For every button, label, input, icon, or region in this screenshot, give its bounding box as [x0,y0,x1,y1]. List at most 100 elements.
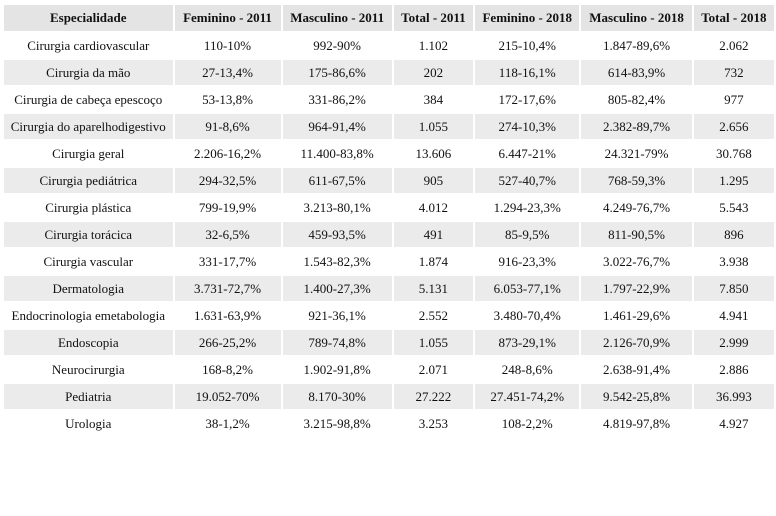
table-cell: 118-16,1% [475,60,580,85]
table-cell: Cirurgia de cabeça epescoço [14,91,163,107]
table-cell: 1.797-22,9% [581,276,692,301]
table-row: Neurocirurgia 168-8,2% 1.902-91,8% 2.071 248… [4,357,774,382]
table-cell: 13.606 [415,145,452,161]
header-cell: Total - 2011 [393,5,474,31]
table-cell: 172-17,6% [498,91,556,107]
table-cell: 491 [393,222,474,247]
table-cell: Cirurgia do aparelhodigestivo [4,114,173,139]
table-cell: 331-86,2% [308,91,366,107]
header-cell: Feminino - 2011 [174,5,281,31]
table-cell: 896 [693,222,774,247]
table-cell: Cirurgia pediátrica [4,168,173,193]
table-cell: 384 [423,91,444,107]
table-cell: Cirurgia vascular [43,253,134,269]
table-cell: 977 [724,91,744,107]
table-cell: Endoscopia [4,330,173,355]
table-cell: 27.451-74,2% [475,384,580,409]
table-cell: Endocrinologia emetabologia [11,307,165,323]
table-row: Cirurgia pediátrica 294-32,5% 611-67,5% 905… [4,168,774,193]
table-cell: 215-10,4% [498,37,556,53]
table-cell: 6.447-21% [498,145,556,161]
table-cell: 5.543 [719,199,749,215]
table-cell: 2.126-70,9% [581,330,692,355]
table-cell: Cirurgia geral [52,145,125,161]
table-row: Cirurgia torácica 32-6,5% 459-93,5% 491 85-9… [4,222,774,247]
table-cell: Cirurgia torácica [4,222,173,247]
table-row: Cirurgia vascular 331-17,7% 1.543-82,3% 1.8… [4,249,774,274]
table-cell: 27.222 [393,384,474,409]
table-cell: 789-74,8% [282,330,392,355]
table-cell: 2.382-89,7% [581,114,692,139]
table-cell: 1.400-27,3% [282,276,392,301]
table-cell: 4.012 [418,199,449,215]
table-row: Cirurgia cardiovascular 110-10% 992-90% 1.1… [4,33,774,58]
table-cell: 9.542-25,8% [581,384,692,409]
header-row: Especialidade Feminino - 2011 Masculino - … [4,5,774,31]
table-cell: 30.768 [715,145,752,161]
table-cell: Cirurgia plástica [45,199,132,215]
table-cell: 768-59,3% [581,168,692,193]
table-row: Urologia 38-1,2% 3.215-98,8% 3.253 108-2,2% 4… [4,411,774,436]
table-cell: 2.206-16,2% [193,145,262,161]
table-cell: 3.215-98,8% [303,415,371,431]
table-cell: 1.055 [393,114,474,139]
table-cell: 294-32,5% [174,168,281,193]
header-cell: Feminino - 2018 [475,5,580,31]
table-cell: 1.102 [418,37,449,53]
table-cell: 331-17,7% [198,253,257,269]
table-cell: 459-93,5% [282,222,392,247]
table-cell: 108-2,2% [501,415,553,431]
table-cell: 19.052-70% [174,384,281,409]
table-cell: 1.902-91,8% [303,361,371,377]
table-cell: 2.656 [693,114,774,139]
table-cell: 611-67,5% [282,168,392,193]
table-cell: 175-86,6% [282,60,392,85]
table-cell: 916-23,3% [498,253,556,269]
table-row: Cirurgia geral 2.206-16,2% 11.400-83,8% 13.… [4,141,774,166]
table-row: Cirurgia plástica 799-19,9% 3.213-80,1% 4.0… [4,195,774,220]
table-cell: 8.170-30% [282,384,392,409]
table-cell: 1.295 [693,168,774,193]
table-cell: 38-1,2% [205,415,250,431]
table-cell: 32-6,5% [174,222,281,247]
table-row: Pediatria 19.052-70% 8.170-30% 27.222 27.451… [4,384,774,409]
table-cell: 4.927 [719,415,749,431]
table-cell: 3.938 [719,253,749,269]
table-cell: 992-90% [313,37,361,53]
table-cell: 6.053-77,1% [475,276,580,301]
table-cell: 91-8,6% [174,114,281,139]
table-cell: 2.062 [719,37,749,53]
table-cell: 3.022-76,7% [602,253,671,269]
table-row: Cirurgia do aparelhodigestivo 91-8,6% 964-… [4,114,774,139]
table-cell: 24.321-79% [604,145,669,161]
table-cell: 202 [393,60,474,85]
table-cell: 1.461-29,6% [602,307,671,323]
table-cell: 614-83,9% [581,60,692,85]
table-cell: 905 [393,168,474,193]
table-cell: Urologia [65,415,112,431]
table-cell: 2.552 [418,307,449,323]
table-cell: 1.055 [393,330,474,355]
table-row: Cirurgia da mão 27-13,4% 175-86,6% 202 118-1… [4,60,774,85]
table-cell: 2.071 [418,361,449,377]
table-cell: 7.850 [693,276,774,301]
header-cell: Masculino - 2011 [282,5,392,31]
table-cell: 2.886 [719,361,749,377]
header-cell: Total - 2018 [693,5,774,31]
table-cell: 36.993 [693,384,774,409]
table-cell: 4.819-97,8% [602,415,671,431]
table-row: Dermatologia 3.731-72,7% 1.400-27,3% 5.131 6… [4,276,774,301]
table-cell: Pediatria [4,384,173,409]
table-cell: 2.638-91,4% [602,361,671,377]
table-cell: 921-36,1% [308,307,366,323]
table-cell: 1.631-63,9% [193,307,262,323]
table-cell: 85-9,5% [475,222,580,247]
table-row: Cirurgia de cabeça epescoço 53-13,8% 331-8… [4,87,774,112]
table-cell: 266-25,2% [174,330,281,355]
table-cell: 805-82,4% [607,91,666,107]
table-cell: 4.941 [719,307,749,323]
table-cell: 3.213-80,1% [303,199,371,215]
table-cell: 1.543-82,3% [303,253,371,269]
table-cell: 3.480-70,4% [493,307,561,323]
table-cell: Dermatologia [4,276,173,301]
